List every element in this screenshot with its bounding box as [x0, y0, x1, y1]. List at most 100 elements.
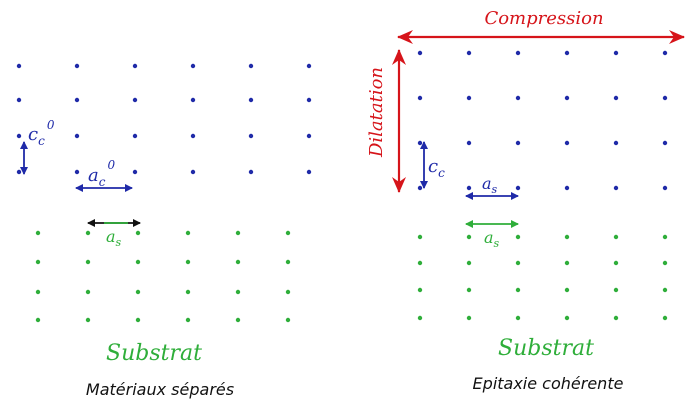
film-atom	[564, 140, 570, 146]
left-as-label: as	[106, 227, 122, 249]
substrate-atom	[417, 234, 423, 240]
substrate-atom	[466, 315, 472, 321]
left-panel: cc0 ac0 as Substrat Matériaux séparés	[20, 118, 234, 399]
right-caption: Epitaxie cohérente	[473, 374, 624, 393]
substrate-atom	[564, 315, 570, 321]
film-atom	[132, 97, 138, 103]
film-atom	[190, 63, 196, 69]
substrate-atom	[135, 230, 141, 236]
substrate-atom	[185, 289, 191, 295]
film-atom	[248, 63, 254, 69]
substrate-atom	[285, 230, 291, 236]
substrate-atom	[417, 287, 423, 293]
substrate-atom	[35, 317, 41, 323]
substrate-atom	[185, 230, 191, 236]
film-atom	[190, 133, 196, 139]
left-film-lattice	[16, 63, 312, 175]
left-substrate-label: Substrat	[106, 341, 202, 366]
right-substrate-label: Substrat	[498, 336, 594, 361]
film-atom	[74, 97, 80, 103]
film-atom	[132, 133, 138, 139]
substrate-atom	[185, 259, 191, 265]
film-atom	[515, 50, 521, 56]
film-atom	[515, 140, 521, 146]
right-as-label-green: as	[484, 228, 500, 250]
film-atom	[613, 140, 619, 146]
film-atom	[74, 63, 80, 69]
substrate-atom	[135, 259, 141, 265]
substrate-atom	[235, 230, 241, 236]
substrate-atom	[35, 289, 41, 295]
film-atom	[564, 50, 570, 56]
substrate-atom	[85, 259, 91, 265]
film-atom	[613, 185, 619, 191]
film-atom	[466, 140, 472, 146]
film-atom	[417, 50, 423, 56]
substrate-atom	[613, 315, 619, 321]
substrate-atom	[35, 259, 41, 265]
film-atom	[466, 185, 472, 191]
film-atom	[248, 133, 254, 139]
film-atom	[306, 97, 312, 103]
substrate-atom	[515, 315, 521, 321]
substrate-atom	[135, 317, 141, 323]
film-atom	[306, 63, 312, 69]
film-atom	[662, 50, 668, 56]
film-atom	[132, 169, 138, 175]
substrate-atom	[613, 287, 619, 293]
right-c-label: cc	[428, 156, 445, 180]
right-as-label-blue: as	[482, 174, 498, 196]
film-atom	[417, 185, 423, 191]
substrate-atom	[85, 289, 91, 295]
film-atom	[132, 63, 138, 69]
substrate-atom	[564, 287, 570, 293]
left-caption: Matériaux séparés	[86, 380, 234, 399]
film-atom	[306, 169, 312, 175]
substrate-atom	[466, 234, 472, 240]
substrate-atom	[515, 260, 521, 266]
film-atom	[306, 133, 312, 139]
film-atom	[662, 185, 668, 191]
film-atom	[613, 95, 619, 101]
film-atom	[16, 133, 22, 139]
substrate-atom	[466, 287, 472, 293]
film-atom	[16, 63, 22, 69]
substrate-atom	[417, 260, 423, 266]
right-panel: Compression Dilatation cc as as Substrat…	[366, 8, 685, 393]
substrate-atom	[35, 230, 41, 236]
left-substrate-lattice	[35, 230, 291, 323]
film-atom	[417, 140, 423, 146]
substrate-atom	[417, 315, 423, 321]
right-film-lattice	[417, 50, 668, 191]
film-atom	[515, 95, 521, 101]
substrate-atom	[613, 234, 619, 240]
substrate-atom	[662, 315, 668, 321]
film-atom	[16, 97, 22, 103]
film-atom	[74, 169, 80, 175]
film-atom	[190, 169, 196, 175]
left-c-label: cc0	[28, 118, 55, 148]
film-atom	[564, 95, 570, 101]
substrate-atom	[515, 287, 521, 293]
substrate-atom	[515, 234, 521, 240]
film-atom	[662, 95, 668, 101]
dilatation-label: Dilatation	[366, 67, 387, 158]
substrate-atom	[85, 317, 91, 323]
substrate-atom	[235, 289, 241, 295]
compression-label: Compression	[484, 8, 603, 29]
substrate-atom	[466, 260, 472, 266]
substrate-atom	[185, 317, 191, 323]
film-atom	[16, 169, 22, 175]
film-atom	[248, 169, 254, 175]
film-atom	[613, 50, 619, 56]
left-a-label: ac0	[88, 158, 115, 189]
substrate-atom	[235, 259, 241, 265]
film-atom	[466, 95, 472, 101]
film-atom	[662, 140, 668, 146]
film-atom	[515, 185, 521, 191]
film-atom	[466, 50, 472, 56]
substrate-atom	[564, 234, 570, 240]
film-atom	[417, 95, 423, 101]
substrate-atom	[285, 289, 291, 295]
